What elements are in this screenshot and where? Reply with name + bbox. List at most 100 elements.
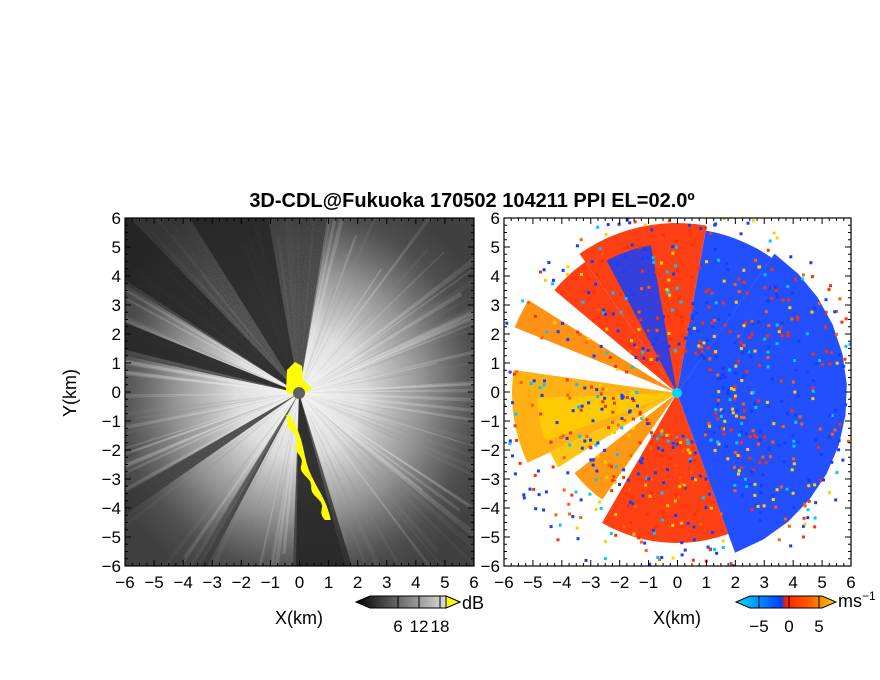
velocity-speckle-cell xyxy=(753,349,757,353)
x-tick-label: −6 xyxy=(494,573,513,592)
velocity-speckle-cell xyxy=(504,403,506,407)
velocity-speckle-cell xyxy=(777,538,781,542)
velocity-speckle-cell xyxy=(644,549,648,552)
velocity-speckle-cell xyxy=(811,389,815,393)
velocity-speckle-cell xyxy=(708,483,712,487)
velocity-speckle-cell xyxy=(618,483,621,486)
velocity-speckle-cell xyxy=(835,471,839,475)
velocity-speckle-cell xyxy=(662,315,665,319)
velocity-speckle-cell xyxy=(630,214,633,217)
y-tick-label: −5 xyxy=(481,528,500,547)
velocity-speckle-cell xyxy=(751,429,755,433)
velocity-speckle-cell xyxy=(675,312,678,316)
velocity-speckle-cell xyxy=(740,415,743,419)
velocity-speckle-cell xyxy=(605,351,609,355)
velocity-speckle-cell xyxy=(691,306,695,310)
velocity-speckle-cell xyxy=(830,432,834,436)
velocity-speckle-cell xyxy=(697,344,701,348)
velocity-speckle-cell xyxy=(706,346,710,350)
velocity-speckle-cell xyxy=(656,354,660,358)
velocity-speckle-cell xyxy=(757,399,760,403)
reflectivity-panel: −6 −5 −4 −3 −2 −1 0 1 2 3 4 5 6 6 5 4 3 2 1 0 −1 −2 −3 −4 −5 −6 X… xyxy=(60,209,479,628)
velocity-speckle-cell xyxy=(631,417,635,421)
velocity-speckle-cell xyxy=(806,508,810,512)
velocity-speckle-cell xyxy=(611,312,615,316)
velocity-speckle-cell xyxy=(620,393,624,397)
velocity-speckle-cell xyxy=(801,273,805,277)
velocity-speckle-cell xyxy=(690,440,694,444)
velocity-speckle-cell xyxy=(539,270,542,274)
velocity-speckle-cell xyxy=(770,268,774,271)
velocity-speckle-cell xyxy=(700,353,704,357)
velocity-speckle xyxy=(504,214,851,581)
velocity-speckle-cell xyxy=(766,356,770,359)
velocity-speckle-cell xyxy=(641,257,644,261)
velocity-speckle-cell xyxy=(660,429,664,433)
velocity-speckle-cell xyxy=(758,518,762,522)
velocity-speckle-cell xyxy=(651,434,654,438)
velocity-speckle-cell xyxy=(733,451,737,455)
velocity-speckle-cell xyxy=(627,434,631,438)
velocity-speckle-cell xyxy=(735,414,738,418)
velocity-speckle-cell xyxy=(718,425,722,429)
velocity-speckle-cell xyxy=(659,578,662,581)
velocity-speckle-cell xyxy=(721,546,725,549)
x-tick-label: −5 xyxy=(523,573,542,592)
velocity-speckle-cell xyxy=(544,490,548,494)
velocity-speckle-cell xyxy=(767,324,771,328)
velocity-speckle-cell xyxy=(816,445,820,449)
velocity-speckle-cell xyxy=(784,517,787,521)
velocity-speckle-cell xyxy=(608,355,612,359)
velocity-speckle-cell xyxy=(686,448,690,452)
velocity-speckle-cell xyxy=(814,501,818,505)
velocity-speckle-cell xyxy=(526,301,530,305)
velocity-speckle-cell xyxy=(622,475,626,479)
velocity-speckle-cell xyxy=(622,525,626,529)
velocity-speckle-cell xyxy=(771,498,775,501)
y-tick-label: −1 xyxy=(481,412,500,431)
velocity-speckle-cell xyxy=(764,461,768,465)
x-tick-label: 1 xyxy=(702,573,711,592)
velocity-speckle-cell xyxy=(566,393,570,397)
velocity-speckle-cell xyxy=(578,434,582,438)
velocity-speckle-cell xyxy=(646,256,650,260)
velocity-speckle-cell xyxy=(759,491,763,495)
velocity-speckle-cell xyxy=(588,445,592,449)
velocity-speckle-cell xyxy=(807,484,811,488)
reflectivity-colorbar-ticks: 6 12 18 xyxy=(393,596,449,636)
reflectivity-axes: −6 −5 −4 −3 −2 −1 0 1 2 3 4 5 6 6 5 4 3 2 1 0 −1 −2 −3 −4 −5 −6 xyxy=(102,209,479,592)
velocity-speckle-cell xyxy=(788,306,792,310)
velocity-speckle-cell xyxy=(580,446,584,450)
velocity-speckle-cell xyxy=(586,337,590,341)
velocity-speckle-cell xyxy=(810,310,814,314)
velocity-speckle-cell xyxy=(655,328,659,332)
velocity-speckle-cell xyxy=(827,288,831,292)
velocity-speckle-cell xyxy=(745,292,749,296)
velocity-speckle-cell xyxy=(512,372,516,376)
velocity-speckle-cell xyxy=(566,265,570,269)
velocity-speckle-cell xyxy=(680,524,684,528)
velocity-speckle-cell xyxy=(763,337,767,341)
velocity-speckle-cell xyxy=(647,477,651,481)
velocity-speckle-cell xyxy=(638,245,642,249)
velocity-speckle-cell xyxy=(803,504,807,508)
velocity-speckle-cell xyxy=(676,567,679,570)
x-tick-label: −3 xyxy=(581,573,600,592)
velocity-speckle-cell xyxy=(807,499,811,503)
velocity-speckle-cell xyxy=(707,305,711,309)
velocity-speckle-cell xyxy=(796,317,800,321)
velocity-speckle-cell xyxy=(733,465,736,469)
velocity-speckle-cell xyxy=(731,564,735,566)
velocity-speckle-cell xyxy=(833,428,837,432)
velocity-speckle-cell xyxy=(583,386,587,390)
velocity-speckle-cell xyxy=(592,354,596,358)
velocity-speckle-cell xyxy=(689,470,693,474)
velocity-speckle-cell xyxy=(792,457,796,461)
velocity-speckle-cell xyxy=(590,385,593,389)
y-tick-label: −4 xyxy=(102,499,121,518)
velocity-speckle-cell xyxy=(740,441,743,444)
velocity-speckle-cell xyxy=(775,323,779,327)
velocity-speckle-cell xyxy=(637,536,641,540)
velocity-speckle-cell xyxy=(844,317,848,321)
velocity-speckle-cell xyxy=(624,492,628,496)
